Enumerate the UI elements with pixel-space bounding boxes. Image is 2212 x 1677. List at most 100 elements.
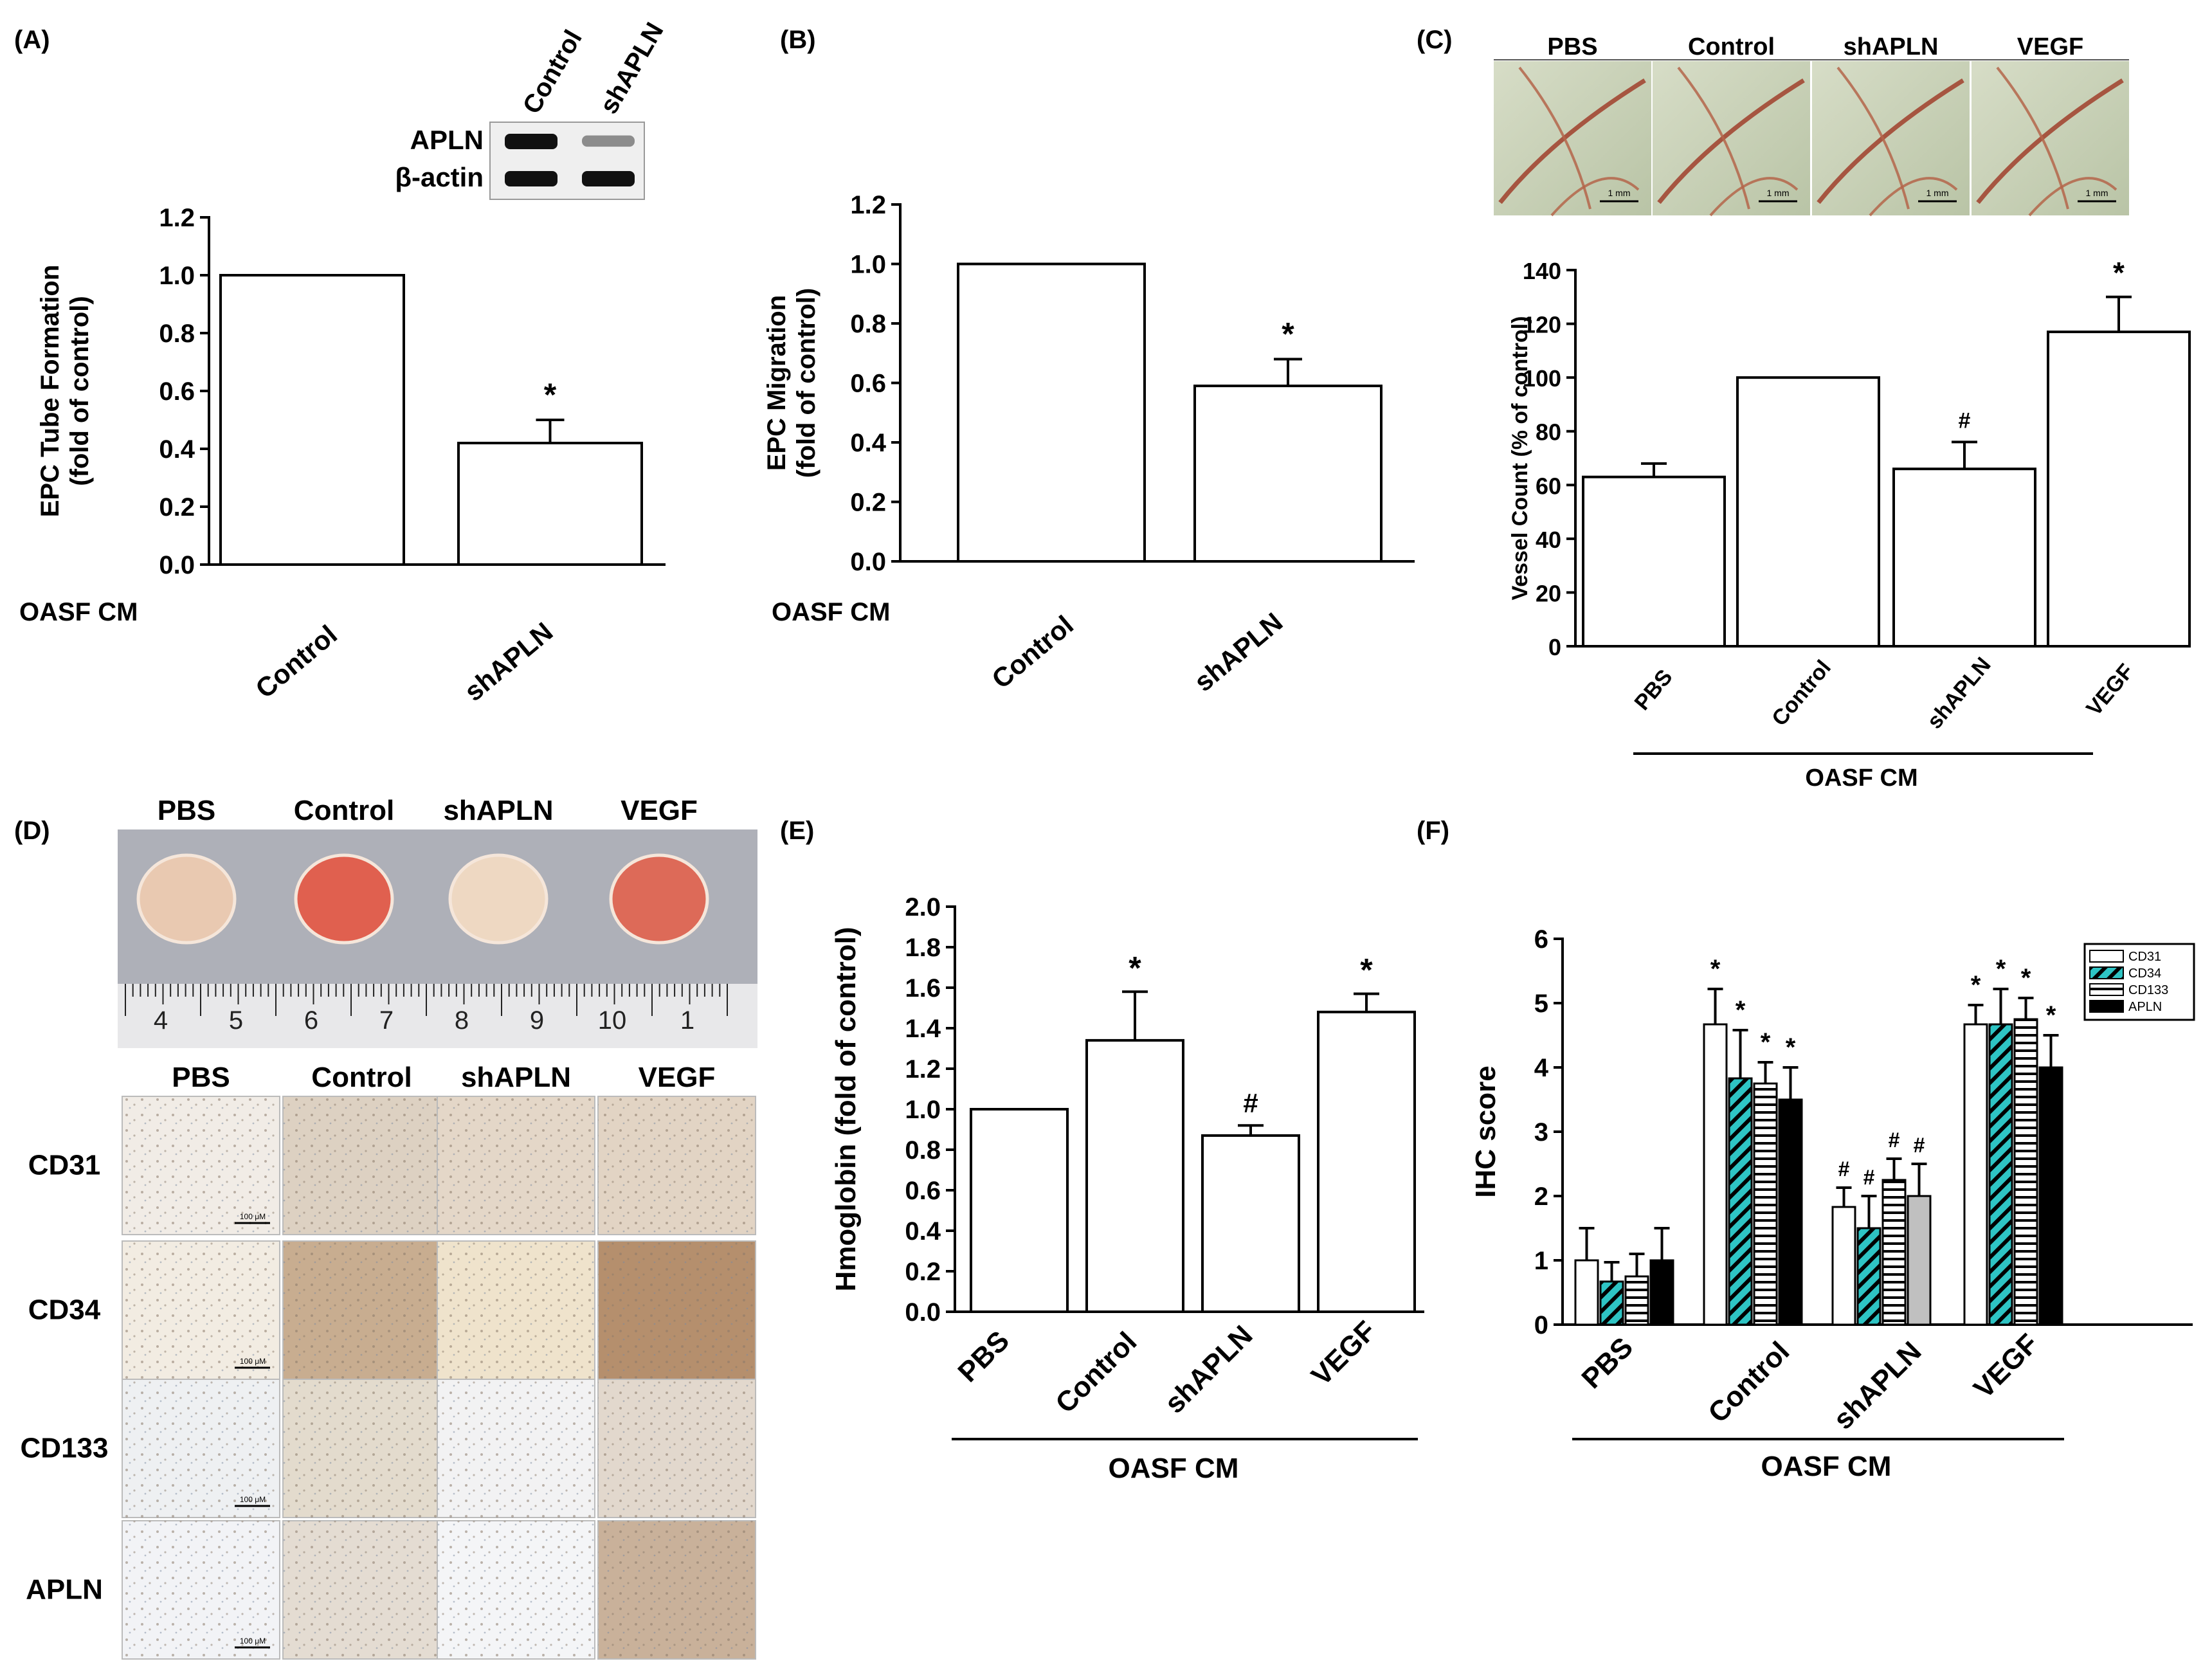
bar — [1736, 376, 1880, 648]
matrigel-plug — [136, 853, 237, 945]
y-tick-label: 1.6 — [905, 974, 941, 1002]
ruler-number: 9 — [530, 1006, 544, 1035]
significance-marker: * — [1971, 971, 1981, 999]
x-tick-label: Control — [1049, 1326, 1143, 1419]
y-tick-label: 2 — [1534, 1183, 1548, 1211]
blood-vessel — [1498, 78, 1646, 204]
bar — [1085, 1038, 1184, 1314]
y-axis-label: EPC Migration(fold of control) — [763, 288, 820, 478]
y-tick-label: 0.2 — [850, 489, 886, 517]
chart-F: 0 1 2 3 4 5 6 IHC score * * * * # # # # * * * * PBS Control sh… — [1470, 925, 2195, 1482]
ruler-number: 1 — [680, 1006, 694, 1035]
blot-lane-label: Control — [518, 25, 588, 118]
bar — [1649, 1259, 1674, 1326]
scale-bar-label: 1 mm — [1608, 188, 1631, 198]
legend-label: CD34 — [2128, 966, 2161, 981]
bar — [1892, 467, 2036, 648]
ihc-row-label: APLN — [26, 1574, 103, 1606]
x-tick-label: Control — [986, 610, 1079, 694]
ihc-texture — [437, 1096, 595, 1235]
y-tick-label: 1.4 — [905, 1015, 941, 1043]
y-axis-label-line: (fold of control) — [66, 296, 94, 485]
chart-E: 0.0 0.2 0.4 0.6 0.8 1.0 1.2 1.4 1.6 1.8 2.0 Hmoglob… — [830, 893, 1424, 1484]
y-tick-label: 2.0 — [905, 893, 941, 921]
matrigel-plug-photo: PBS Control shAPLN VEGF 4 5 6 7 8 9 10 1 PBS Control s… — [21, 795, 757, 1660]
bar — [2013, 1018, 2038, 1326]
bar — [1963, 1023, 1988, 1326]
y-tick-label: 1.2 — [850, 191, 886, 219]
legend-label: CD31 — [2128, 950, 2161, 964]
legend-swatch — [2089, 966, 2124, 979]
x-tick-label: shAPLN — [458, 616, 558, 707]
cam-background — [1972, 61, 2129, 215]
blood-vessel — [1817, 78, 1964, 204]
y-tick-label: 3 — [1534, 1118, 1548, 1147]
scale-bar-label: 100 μM — [240, 1636, 266, 1645]
y-tick-label: 0.4 — [850, 429, 886, 457]
plug-group-label: VEGF — [621, 795, 698, 826]
significance-marker: * — [2021, 964, 2031, 992]
ruler-number: 4 — [154, 1006, 168, 1035]
blot-row-label: β-actin — [395, 162, 484, 192]
ihc-texture — [283, 1379, 440, 1518]
cam-photo: 1 mm VEGF — [1972, 33, 2129, 217]
y-tick-label: 0.8 — [850, 310, 886, 338]
y-axis-label: Vessel Count (% of control) — [1508, 316, 1532, 600]
ruler-number: 7 — [379, 1006, 394, 1035]
ruler-number: 6 — [304, 1006, 318, 1035]
y-tick-label: 0.6 — [159, 377, 195, 406]
significance-marker: # — [1914, 1134, 1925, 1157]
legend-swatch — [2089, 950, 2124, 963]
matrigel-plug — [448, 853, 548, 945]
y-tick-label: 0 — [1548, 634, 1561, 660]
bar — [2047, 331, 2191, 648]
ihc-texture — [122, 1521, 280, 1659]
y-tick-label: 100 — [1523, 365, 1561, 392]
ihc-texture — [283, 1521, 440, 1659]
ihc-texture — [437, 1379, 595, 1518]
scale-bar-label: 1 mm — [1767, 188, 1790, 198]
y-tick-label: 80 — [1536, 419, 1561, 446]
blot-lane-label: shAPLN — [595, 18, 669, 119]
y-tick-label: 0.4 — [905, 1217, 941, 1246]
bar — [1753, 1082, 1778, 1326]
ihc-group-label: PBS — [172, 1062, 230, 1093]
ihc-group-label: shAPLN — [461, 1062, 571, 1093]
blood-vessel — [1996, 66, 2069, 210]
ruler-number: 8 — [455, 1006, 469, 1035]
cam-group-label: Control — [1688, 33, 1775, 60]
significance-marker: * — [1710, 955, 1721, 983]
significance-marker: # — [1863, 1166, 1875, 1189]
blood-vessel — [1550, 177, 1640, 217]
blood-vessel — [1836, 66, 1910, 210]
ruler — [118, 984, 757, 1048]
x-tick-label: shAPLN — [1923, 653, 1996, 734]
x-tick-label: Control — [1702, 1336, 1795, 1429]
significance-marker: * — [1360, 952, 1373, 988]
blot-band — [582, 171, 635, 186]
legend: CD31 CD34 CD133 APLN — [2083, 943, 2195, 1021]
y-axis-label-line: (fold of control) — [792, 288, 820, 478]
y-tick-label: 1.2 — [159, 204, 195, 232]
cam-photo: 1 mm Control — [1653, 33, 1810, 217]
panel-label: (A) — [14, 26, 50, 54]
blood-vessel — [1677, 66, 1750, 210]
x-tick-label: VEGF — [1305, 1315, 1382, 1391]
x-tick-label: VEGF — [2081, 659, 2139, 720]
bar — [219, 274, 405, 566]
y-tick-label: 1.0 — [905, 1096, 941, 1124]
blood-vessel — [1976, 78, 2124, 204]
y-tick-label: 40 — [1536, 527, 1561, 553]
significance-marker: # — [1838, 1157, 1850, 1181]
blot-band — [505, 134, 558, 149]
scale-bar-label: 100 μM — [240, 1495, 266, 1504]
y-tick-label: 0.4 — [159, 435, 195, 464]
bar — [1599, 1280, 1624, 1326]
bar — [1624, 1275, 1649, 1326]
bar — [2038, 1066, 2063, 1326]
plug-group-label: Control — [294, 795, 394, 826]
y-tick-label: 0.0 — [159, 551, 195, 579]
panel-label: (D) — [14, 817, 50, 845]
blood-vessel — [1518, 66, 1591, 210]
bar — [1907, 1195, 1932, 1326]
